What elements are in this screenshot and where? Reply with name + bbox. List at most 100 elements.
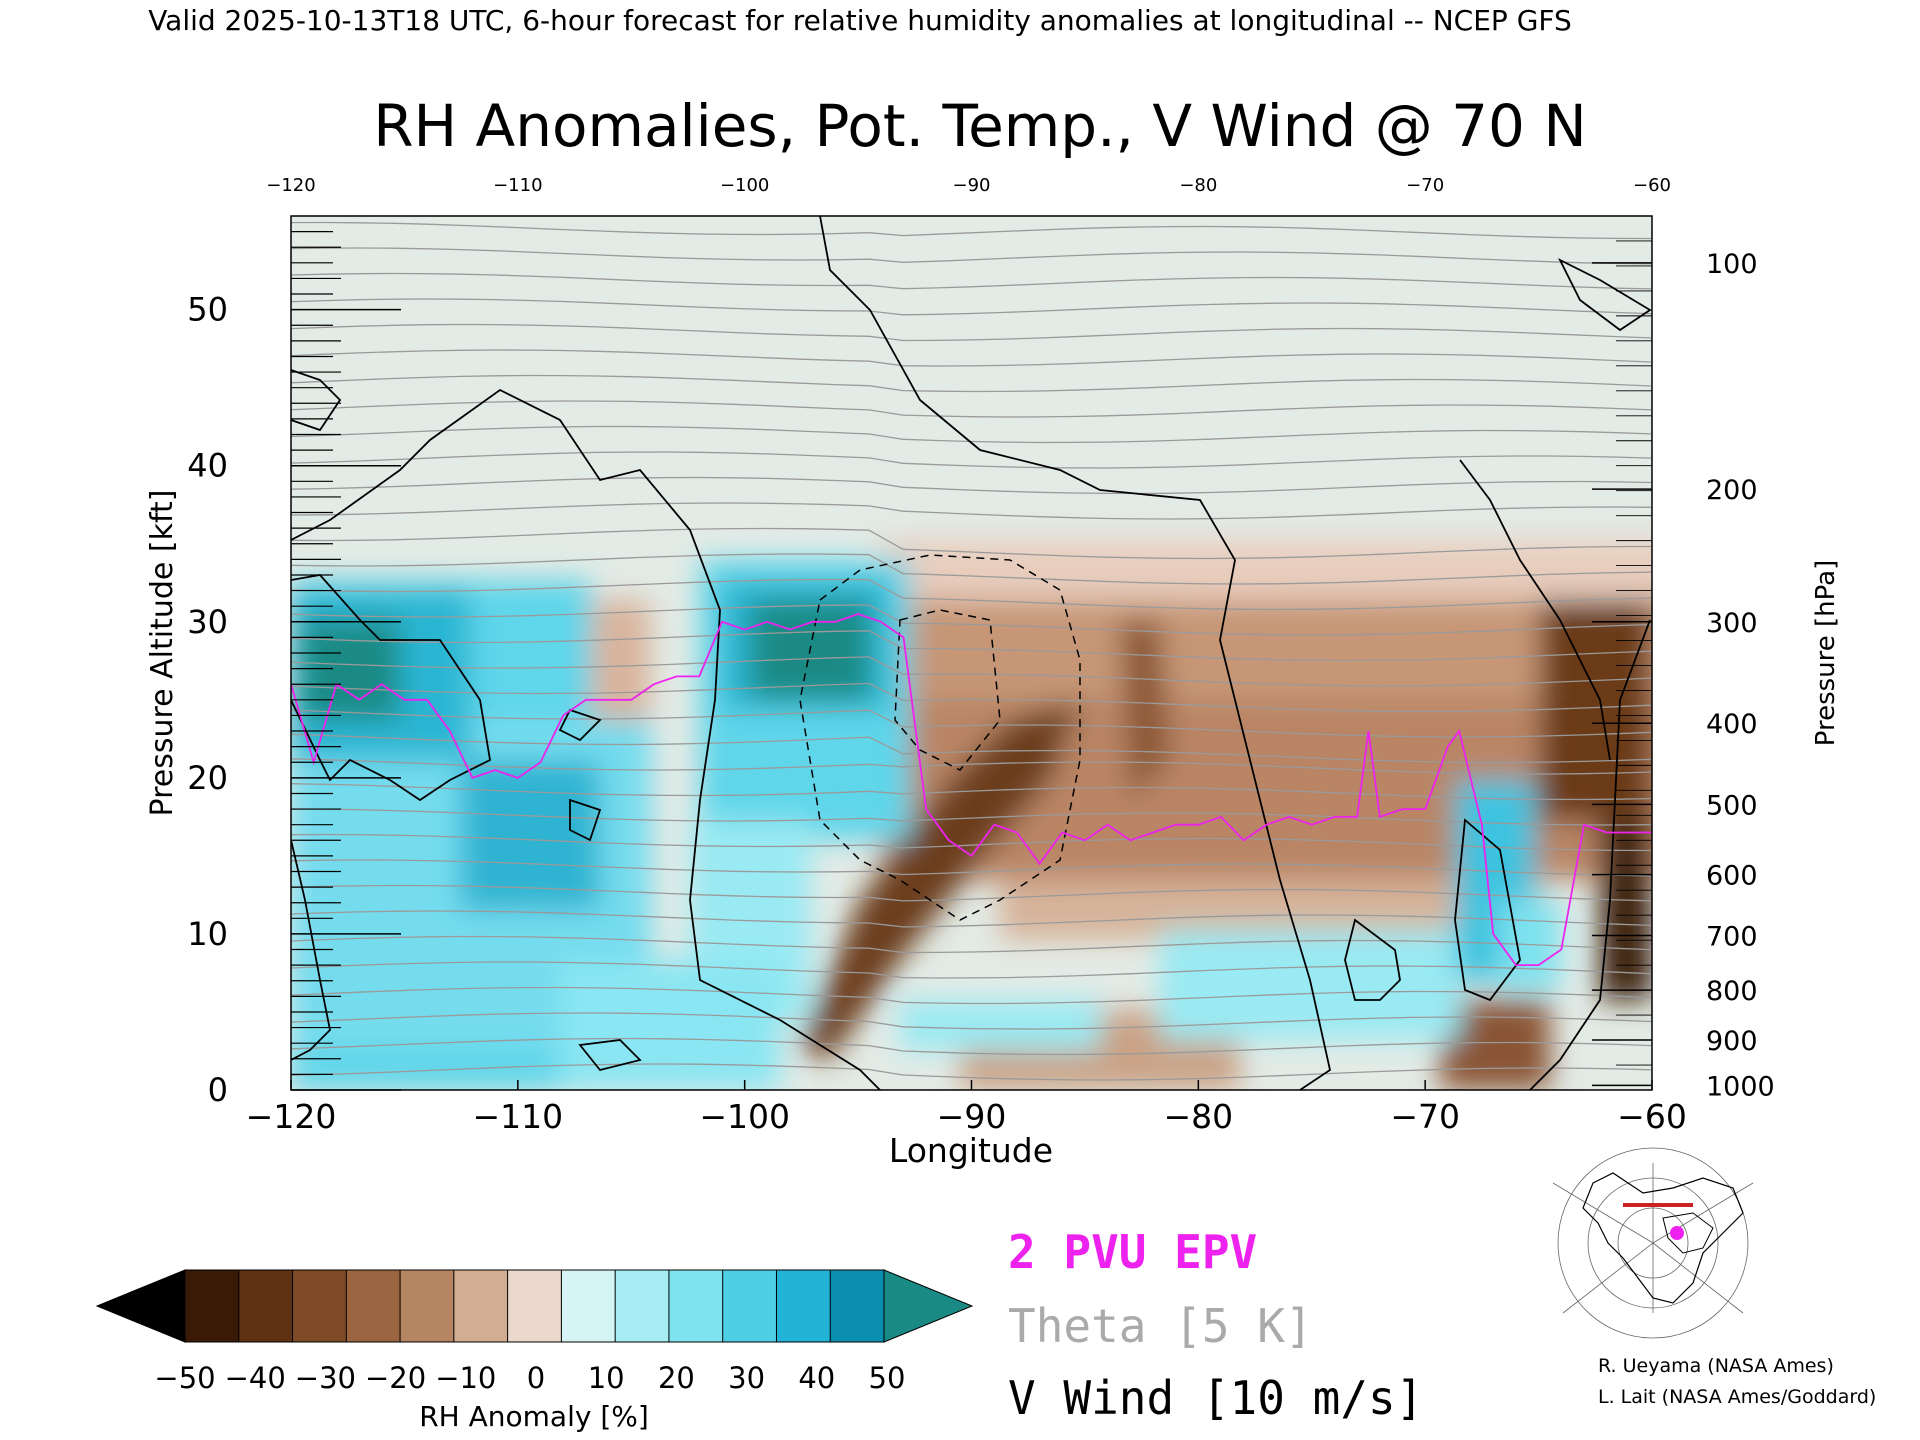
wind-zero-contour-5 [1529,619,1651,1090]
wind-zero-contour-3 [291,574,491,802]
pressure-tick-label: 400 [1706,709,1758,740]
v-wind-negative-contours [799,554,1081,921]
x-tick-label: −80 [1164,1097,1234,1136]
y-tick-label: 10 [187,915,228,953]
colorbar-swatch [668,1269,724,1343]
colorbar-swatch [345,1269,402,1343]
pressure-tick-label: 200 [1706,475,1758,506]
y-tick-label: 0 [208,1071,228,1109]
x-tick-label: −110 [473,1097,564,1136]
theta-contour [291,682,1652,713]
theta-contour [291,656,1652,687]
theta-contour [291,604,1652,636]
wind-pos10-contour-2 [1344,918,1401,1001]
wind-pos10-contour-8 [569,798,602,842]
y2-axis-label: Pressure [hPa] [1811,560,1841,747]
y-axis-label: Pressure Altitude [kft] [145,490,180,817]
wind-zero-contour-1 [819,216,1332,1090]
y-axis-right: 100 200 300 400 500 600 700 800 900 1000 [1592,240,1775,1102]
x-tick-label: −90 [937,1097,1007,1136]
x-tick-label: −60 [1617,1097,1687,1136]
colorbar-label: RH Anomaly [%] [419,1400,649,1433]
v-wind-contours [291,216,1652,1090]
theta-contour [291,709,1652,738]
plot-area [291,216,1652,1090]
theta-contour [291,1012,1652,1030]
theta-contour [291,884,1652,902]
credit-line-1: R. Ueyama (NASA Ames) [1598,1355,1834,1377]
legend-item-vwind: V Wind [10 m/s] [1008,1371,1423,1425]
wind-pos10-contour-3 [291,369,342,432]
colorbar-tick-label: −30 [295,1361,356,1395]
pressure-tick-label: 100 [1706,249,1758,280]
theta-contour [291,758,1652,775]
x-tick-label: −100 [699,1097,790,1136]
pressure-tick-label: 700 [1706,921,1758,952]
wind-pos10-contour-1 [1454,818,1521,1002]
colorbar-tick-label: 20 [658,1361,695,1395]
colorbar-swatch [775,1269,832,1343]
wind-pos10-contour-7 [578,1039,642,1072]
theta-contour [291,502,1652,520]
colorbar-swatch [399,1269,455,1343]
theta-contour [291,476,1652,495]
theta-contour [291,298,1652,316]
x-top-tick-label: −60 [1633,175,1671,196]
theta-contour [291,630,1652,662]
theta-contour [291,986,1652,1005]
colorbar-swatch [292,1269,348,1343]
theta-contour [291,859,1652,877]
pressure-tick-label: 500 [1706,790,1758,821]
x-top-tick-label: −80 [1179,175,1217,196]
theta-contour [291,935,1652,954]
legend: 2 PVU EPV Theta [5 K] V Wind [10 m/s] [1008,1225,1423,1425]
x-top-tick-label: −110 [493,175,542,196]
theta-contour [291,323,1652,342]
x-tick-label: −70 [1390,1097,1460,1136]
colorbar-tick-label: 50 [869,1361,906,1395]
theta-contour [291,833,1652,852]
y-tick-label: 30 [187,603,228,641]
colorbar-tick-label: 10 [588,1361,625,1395]
colorbar-swatch [184,1269,240,1343]
colorbar-swatch [560,1269,617,1343]
pressure-tick-label: 600 [1706,861,1758,892]
legend-item-pv: 2 PVU EPV [1008,1225,1257,1279]
x-axis-bottom: −120 −110 −100 −90 −80 −70 −60 [246,1080,1687,1136]
colorbar-tick-label: −40 [225,1361,286,1395]
y-tick-label: 20 [187,759,228,797]
colorbar-tick-label: −20 [365,1361,426,1395]
x-axis-label: Longitude [889,1131,1053,1170]
colorbar-swatch [829,1269,886,1343]
wind-neg10-contour-2 [894,609,1001,771]
x-top-tick-label: −70 [1406,175,1444,196]
theta-contour [291,374,1652,393]
chart-title: RH Anomalies, Pot. Temp., V Wind @ 70 N [373,92,1587,160]
theta-contour [291,1063,1652,1081]
theta-contour [291,527,1652,560]
theta-contour [291,733,1652,764]
x-top-tick-label: −100 [720,175,769,196]
theta-contour [291,783,1652,801]
colorbar-tick-label: 0 [527,1361,545,1395]
wind-pos10-contour-4 [1557,257,1652,332]
pressure-tick-label: 300 [1706,608,1758,639]
theta-contour [291,910,1652,928]
theta-contour [291,961,1652,979]
theta-contour [291,578,1652,611]
pv-2pvu-line [291,613,1652,966]
theta-contour [291,808,1652,826]
pressure-tick-label: 900 [1706,1026,1758,1057]
colorbar-swatch [614,1269,670,1343]
wind-neg10-contour-1 [799,554,1081,921]
theta-contour [291,272,1652,290]
colorbar-over-arrow [883,1269,974,1343]
colorbar-tick-label: 30 [728,1361,765,1395]
theta-contours [291,221,1652,1081]
chart-caption: Valid 2025-10-13T18 UTC, 6-hour forecast… [148,4,1572,37]
colorbar-tick-label: −10 [435,1361,496,1395]
wind-pos10-contour-5 [1459,459,1611,761]
pressure-tick-label: 1000 [1706,1071,1775,1102]
x-top-tick-label: −90 [953,175,991,196]
